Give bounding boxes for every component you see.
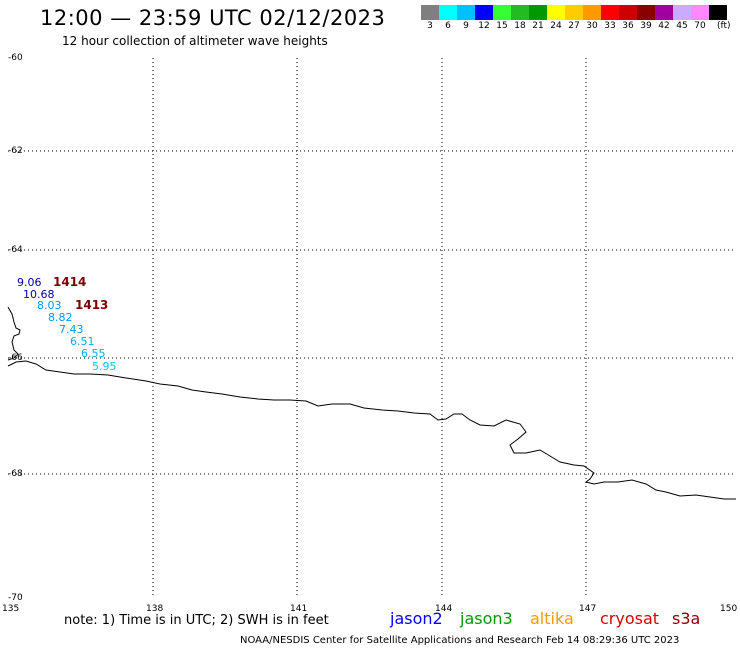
lat-label-70: -70	[8, 593, 23, 603]
pass-time-label: 1414	[53, 275, 87, 289]
color-swatch	[673, 5, 691, 20]
chart-subtitle: 12 hour collection of altimeter wave hei…	[62, 34, 328, 48]
color-swatch	[709, 5, 727, 20]
lon-label-150: 150	[720, 604, 738, 614]
footnote: note: 1) Time is in UTC; 2) SWH is in fe…	[64, 613, 329, 628]
color-swatch	[457, 5, 475, 20]
color-scale-label: 12	[478, 21, 490, 31]
color-swatch	[493, 5, 511, 20]
pass-time-label: 1413	[75, 298, 109, 312]
credit-line: NOAA/NESDIS Center for Satellite Applica…	[240, 635, 680, 646]
lon-label-141: 141	[290, 604, 308, 614]
lon-label-144: 144	[435, 604, 453, 614]
color-scale-label: 33	[604, 21, 616, 31]
color-scale-label: 21	[532, 21, 544, 31]
color-scale-label: 18	[514, 21, 526, 31]
color-swatch	[583, 5, 601, 20]
lat-label-60: -60	[8, 53, 23, 63]
color-swatch	[439, 5, 457, 20]
color-swatch	[655, 5, 673, 20]
color-swatch	[601, 5, 619, 20]
color-swatch	[529, 5, 547, 20]
satellite-legend-cryosat: cryosat	[600, 609, 660, 628]
wave-height-obs: 7.43	[59, 323, 84, 336]
lat-label-68: -68	[8, 469, 23, 479]
wave-height-obs: 8.82	[48, 311, 73, 324]
lat-label-62: -62	[8, 146, 23, 156]
wave-height-obs: 5.95	[92, 360, 117, 373]
lon-label-135: 135	[2, 604, 20, 614]
lat-label-66: -66	[8, 353, 23, 363]
color-swatch	[547, 5, 565, 20]
satellite-legend-s3a: s3a	[672, 609, 701, 628]
color-scale-label: 3	[427, 21, 433, 31]
color-scale-label: 45	[676, 21, 688, 31]
lon-label-147: 147	[579, 604, 597, 614]
graticule	[8, 58, 736, 598]
color-scale-label: 42	[658, 21, 670, 31]
color-scale-label: 15	[496, 21, 508, 31]
color-swatch	[511, 5, 529, 20]
wave-height-obs: 6.51	[70, 335, 95, 348]
color-scale-label: 30	[586, 21, 598, 31]
color-swatch	[565, 5, 583, 20]
color-scale-labels: 3 6 9 12 15 18 21 24 27 30 33 36 39 42 45 70	[421, 21, 709, 31]
coastline	[7, 306, 736, 500]
color-scale-label: 70	[694, 21, 706, 31]
wave-height-obs: 9.06	[17, 276, 42, 289]
color-scale-unit: (ft)	[717, 21, 731, 31]
color-scale-label: 27	[568, 21, 580, 31]
wave-height-obs: 8.03	[37, 299, 62, 312]
color-scale-label: 39	[640, 21, 652, 31]
color-scale-label: 9	[463, 21, 469, 31]
wave-height-obs: 6.55	[81, 347, 106, 360]
color-swatch	[475, 5, 493, 20]
color-swatch	[619, 5, 637, 20]
color-scale-label: 6	[445, 21, 451, 31]
satellite-legend-altika: altika	[530, 609, 574, 628]
color-swatch	[691, 5, 709, 20]
lat-label-64: -64	[8, 245, 23, 255]
color-scale-label: 24	[550, 21, 562, 31]
lon-label-138: 138	[146, 604, 164, 614]
satellite-legend-jason3: jason3	[460, 609, 513, 628]
color-swatch	[421, 5, 439, 20]
color-swatch	[637, 5, 655, 20]
color-scale-bar	[421, 5, 727, 20]
wave-height-obs: 10.68	[23, 288, 55, 301]
satellite-legend-jason2: jason2	[390, 609, 443, 628]
color-scale-label: 36	[622, 21, 634, 31]
chart-title: 12:00 — 23:59 UTC 02/12/2023	[40, 6, 386, 30]
